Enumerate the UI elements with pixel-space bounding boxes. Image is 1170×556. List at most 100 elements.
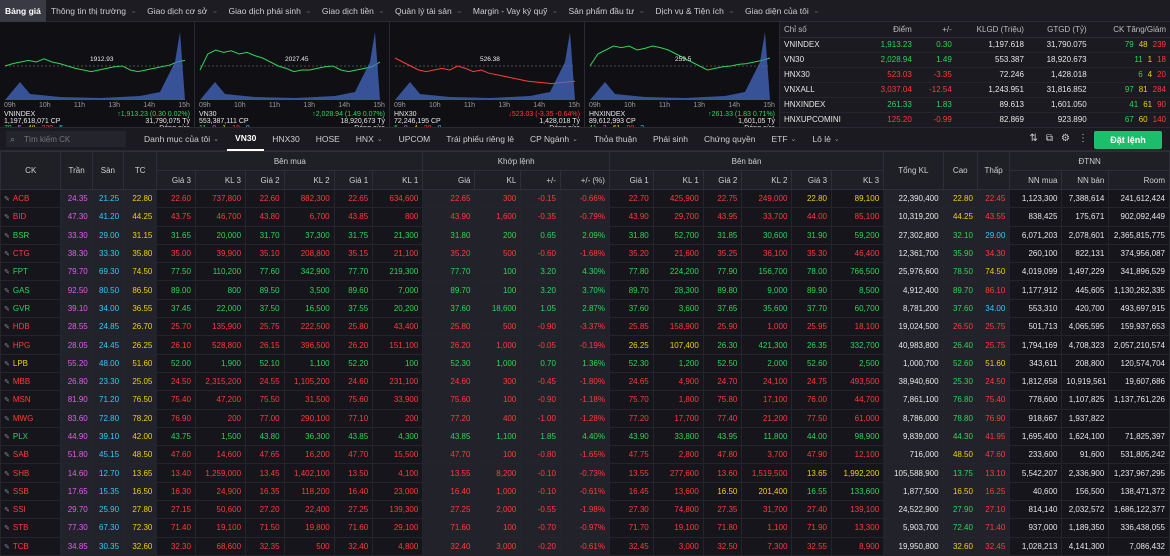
menu-item[interactable]: Bảng giá xyxy=(0,0,46,22)
stock-symbol[interactable]: ✎ STB xyxy=(0,518,62,538)
place-order-button[interactable]: Đặt lệnh xyxy=(1094,131,1162,149)
search-input[interactable] xyxy=(6,131,126,147)
stock-row[interactable]: ✎ ACB 24.35 21.25 22.80 22.60 737,800 22.60 882,… xyxy=(0,188,1170,209)
pin-icon[interactable]: ✎ xyxy=(4,470,10,478)
index-row[interactable]: HNX30 523.03 -3.35 72.246 1,428.018 6 4 20 xyxy=(780,67,1170,83)
stock-row[interactable]: ✎ SAB 51.80 45.15 48.50 47.60 14,600 47.65 16,20… xyxy=(0,445,1170,465)
more-icon[interactable]: ⋮ xyxy=(1078,133,1088,144)
stock-row[interactable]: ✎ SSI 29.70 25.90 27.80 27.15 50,600 27.20 22,40… xyxy=(0,500,1170,520)
stock-symbol[interactable]: ✎ GVR xyxy=(0,298,62,319)
stock-row[interactable]: ✎ TCB 34.85 30.35 32.60 32.30 68,600 32.35 500 32… xyxy=(0,536,1170,556)
stock-row[interactable]: ✎ GVR 39.10 34.00 36.55 37.45 22,000 37.50 16,50… xyxy=(0,298,1170,319)
stock-symbol[interactable]: ✎ SHB xyxy=(0,463,62,483)
pin-icon[interactable]: ✎ xyxy=(4,397,10,405)
tab-hnx[interactable]: HNX ⌄ xyxy=(348,127,391,151)
menu-item[interactable]: Giao dịch tiền ⌄ xyxy=(317,0,390,22)
chart-info-row2: 72,246,195 CP 1,428,018 Tỷ xyxy=(394,118,580,125)
stock-symbol[interactable]: ✎ MBB xyxy=(0,371,62,392)
stock-symbol[interactable]: ✎ FPT xyxy=(0,262,62,282)
menu-item[interactable]: Dịch vụ & Tiện ích ⌄ xyxy=(650,0,740,22)
stock-symbol[interactable]: ✎ MSN xyxy=(0,390,62,410)
index-row[interactable]: VN30 2,028.94 1.49 553.387 18,920.673 11 1 18 xyxy=(780,52,1170,68)
stock-symbol[interactable]: ✎ PLX xyxy=(0,426,62,447)
stock-symbol[interactable]: ✎ TCB xyxy=(0,536,62,556)
menu-item[interactable]: Giao dịch cơ sở ⌄ xyxy=(142,0,223,22)
index-chart-vn30[interactable]: 2027.45 09h 10h 11h 13h 14h 15h VN30 ↑2,028.94 (… xyxy=(195,22,390,132)
index-row[interactable]: VNINDEX 1,913.23 0.30 1,197.618 31,790.075 79… xyxy=(780,37,1170,53)
tab-vn30[interactable]: VN30 xyxy=(227,127,265,151)
pin-icon[interactable]: ✎ xyxy=(4,379,10,387)
stock-row[interactable]: ✎ SSB 17.65 15.35 16.50 16.30 24,900 16.35 118,2… xyxy=(0,481,1170,502)
gear-icon[interactable]: ⚙ xyxy=(1061,133,1070,144)
stock-row[interactable]: ✎ BSR 33.30 29.00 31.15 31.65 20,000 31.70 37,30… xyxy=(0,225,1170,245)
tab-lô-lẻ[interactable]: Lô lẻ ⌄ xyxy=(804,127,847,151)
stock-row[interactable]: ✎ BID 47.30 41.20 44.25 43.75 46,700 43.80 6,700… xyxy=(0,207,1170,227)
pin-icon[interactable]: ✎ xyxy=(4,360,10,368)
tab-phái-sinh[interactable]: Phái sinh xyxy=(645,127,696,151)
tab-thỏa-thuận[interactable]: Thỏa thuận xyxy=(586,127,645,151)
menu-item[interactable]: Giao diện của tôi ⌄ xyxy=(740,0,825,22)
index-row[interactable]: HNXINDEX 261.33 1.83 89.613 1,601.050 41 61 90 xyxy=(780,97,1170,113)
stock-symbol[interactable]: ✎ GAS xyxy=(0,280,62,300)
index-chart-hnx30[interactable]: 526.38 09h 10h 11h 13h 14h 15h HNX30 ↓523.03 (-3… xyxy=(390,22,585,132)
pin-icon[interactable]: ✎ xyxy=(4,507,10,515)
stock-symbol[interactable]: ✎ HPG xyxy=(0,335,62,355)
pin-icon[interactable]: ✎ xyxy=(4,342,10,350)
pin-icon[interactable]: ✎ xyxy=(4,488,10,496)
stock-row[interactable]: ✎ STB 77.30 67.30 72.30 71.40 19,100 71.50 19,80… xyxy=(0,518,1170,538)
copy-icon[interactable]: ⧉ xyxy=(1045,133,1054,144)
tab-chứng-quyền[interactable]: Chứng quyền xyxy=(696,127,764,151)
stock-symbol[interactable]: ✎ BSR xyxy=(0,225,62,245)
tab-hose[interactable]: HOSE xyxy=(308,127,348,151)
stock-row[interactable]: ✎ MSN 81.90 71.20 76.50 75.40 47,200 75.50 31,50… xyxy=(0,390,1170,410)
stock-row[interactable]: ✎ FPT 79.70 69.30 74.50 77.50 110,200 77.60 342,… xyxy=(0,262,1170,282)
pin-icon[interactable]: ✎ xyxy=(4,251,10,259)
stock-symbol[interactable]: ✎ ACB xyxy=(0,188,62,209)
index-row[interactable]: VNXALL 3,037.04 -12.54 1,243.951 31,816.852 9… xyxy=(780,82,1170,98)
sort-icon[interactable]: ⇅ xyxy=(1029,133,1038,144)
stock-symbol[interactable]: ✎ BID xyxy=(0,207,62,227)
pin-icon[interactable]: ✎ xyxy=(4,287,10,295)
menu-item[interactable]: Giao dịch phái sinh ⌄ xyxy=(224,0,317,22)
stock-row[interactable]: ✎ HPG 28.05 24.45 26.25 26.10 528,800 26.15 396,… xyxy=(0,335,1170,355)
index-chart-hnxindex[interactable]: 259.5 09h 10h 11h 13h 14h 15h HNXINDEX ↑261.33 (… xyxy=(585,22,780,132)
tab-trái-phiếu-riêng-lẻ[interactable]: Trái phiếu riêng lẻ xyxy=(438,127,522,151)
pin-icon[interactable]: ✎ xyxy=(4,232,10,240)
pin-icon[interactable]: ✎ xyxy=(4,525,10,533)
stock-row[interactable]: ✎ CTG 38.30 33.30 35.80 35.00 39,900 35.10 208,8… xyxy=(0,243,1170,264)
pin-icon[interactable]: ✎ xyxy=(4,452,10,460)
stock-symbol[interactable]: ✎ CTG xyxy=(0,243,62,264)
stock-symbol[interactable]: ✎ LPB xyxy=(0,353,62,373)
stock-row[interactable]: ✎ GAS 92.50 80.50 86.50 89.00 800 89.50 3,500 89.… xyxy=(0,280,1170,300)
stock-row[interactable]: ✎ MWG 83.60 72.80 78.20 76.90 200 77.00 290,100 7… xyxy=(0,408,1170,428)
pin-icon[interactable]: ✎ xyxy=(4,196,10,204)
pin-icon[interactable]: ✎ xyxy=(4,324,10,332)
stock-row[interactable]: ✎ PLX 44.90 39.10 42.00 43.75 1,500 43.80 36,300… xyxy=(0,426,1170,447)
stock-row[interactable]: ✎ SHB 14.60 12.70 13.65 13.40 1,259,000 13.45 1,… xyxy=(0,463,1170,483)
menu-item[interactable]: Thông tin thị trường ⌄ xyxy=(46,0,142,22)
stock-row[interactable]: ✎ MBB 26.80 23.30 25.05 24.50 2,315,200 24.55 1,… xyxy=(0,371,1170,392)
index-chart-vnindex[interactable]: 1912.93 09h 10h 11h 13h 14h 15h VNINDEX ↑1,913.2… xyxy=(0,22,195,132)
pin-icon[interactable]: ✎ xyxy=(4,214,10,222)
stock-row[interactable]: ✎ HDB 28.55 24.85 26.70 25.70 135,900 25.75 222,… xyxy=(0,317,1170,337)
pin-icon[interactable]: ✎ xyxy=(4,415,10,423)
tab-cp-ngành[interactable]: CP Ngành ⌄ xyxy=(522,127,586,151)
stock-symbol[interactable]: ✎ MWG xyxy=(0,408,62,428)
stock-symbol[interactable]: ✎ SSI xyxy=(0,500,62,520)
pin-icon[interactable]: ✎ xyxy=(4,543,10,551)
index-row[interactable]: HNXUPCOMINI 125.20 -0.99 82.869 923.890 67 60 1… xyxy=(780,112,1170,128)
menu-item[interactable]: Quản lý tài sản ⌄ xyxy=(390,0,468,22)
menu-item[interactable]: Margin - Vay ký quỹ ⌄ xyxy=(468,0,564,22)
pin-icon[interactable]: ✎ xyxy=(4,305,10,313)
pin-icon[interactable]: ✎ xyxy=(4,434,10,441)
tab-upcom[interactable]: UPCOM xyxy=(391,127,439,151)
pin-icon[interactable]: ✎ xyxy=(4,269,10,277)
tab-etf[interactable]: ETF ⌄ xyxy=(763,127,804,151)
stock-symbol[interactable]: ✎ SAB xyxy=(0,445,62,465)
stock-symbol[interactable]: ✎ HDB xyxy=(0,317,62,337)
menu-item[interactable]: Sản phẩm đầu tư ⌄ xyxy=(563,0,650,22)
tab-hnx30[interactable]: HNX30 xyxy=(264,127,307,151)
stock-row[interactable]: ✎ LPB 55.20 48.00 51.60 52.00 1,900 52.10 1,100 5… xyxy=(0,353,1170,373)
tab-danh-mục-của-tôi[interactable]: Danh mục của tôi ⌄ xyxy=(136,127,227,151)
stock-symbol[interactable]: ✎ SSB xyxy=(0,481,62,502)
